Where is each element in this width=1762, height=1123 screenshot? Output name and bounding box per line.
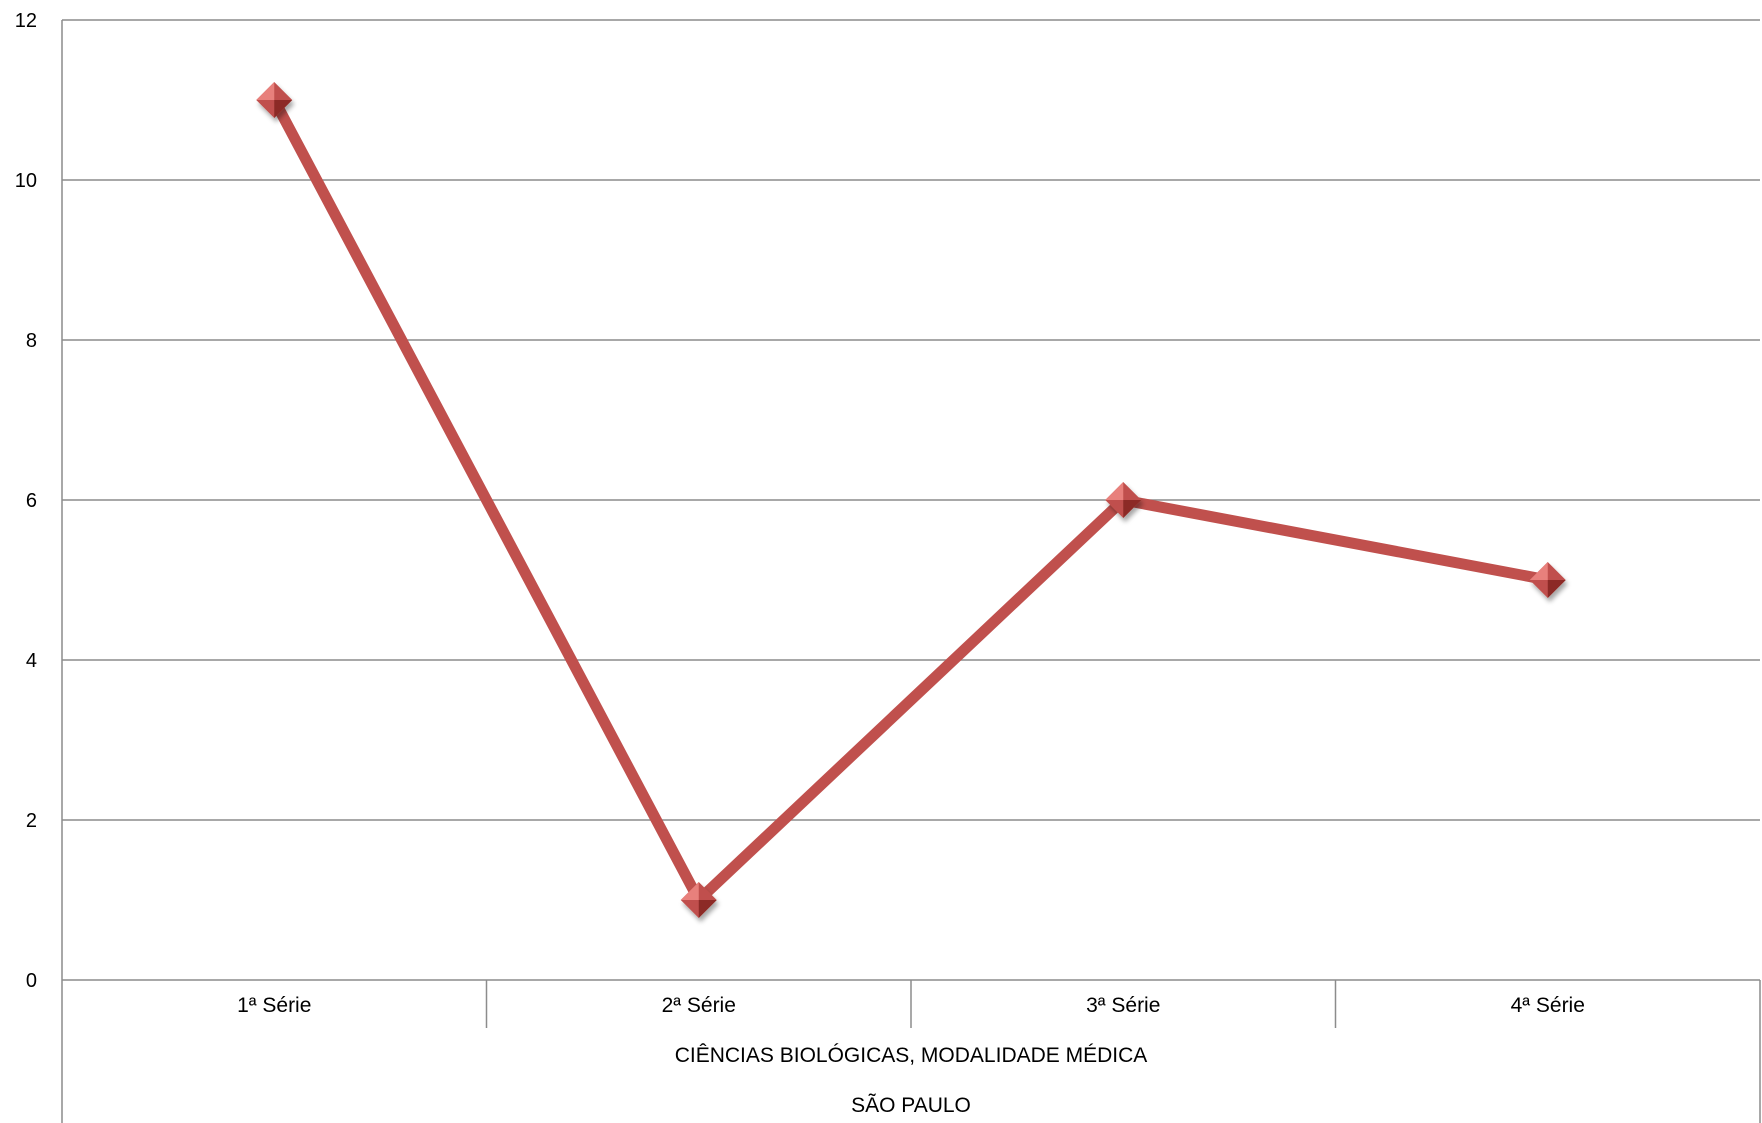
group-label-discipline: CIÊNCIAS BIOLÓGICAS, MODALIDADE MÉDICA xyxy=(675,1044,1148,1067)
marker-facet-dark xyxy=(1548,580,1566,598)
data-point-1-4 xyxy=(1530,562,1566,598)
x-category-label-1: 1ª Série xyxy=(237,994,311,1017)
x-category-label-4: 4ª Série xyxy=(1511,994,1585,1017)
y-tick-label-6: 6 xyxy=(26,490,37,512)
y-tick-label-12: 12 xyxy=(15,10,37,32)
y-tick-label-8: 8 xyxy=(26,330,37,352)
y-tick-label-2: 2 xyxy=(26,810,37,832)
y-axis-tick-labels: 0 2 4 6 8 10 12 xyxy=(15,10,37,992)
y-tick-label-10: 10 xyxy=(15,170,37,192)
x-axis-group-labels: CIÊNCIAS BIOLÓGICAS, MODALIDADE MÉDICA S… xyxy=(675,1044,1148,1117)
x-category-label-3: 3ª Série xyxy=(1086,994,1160,1017)
marker-facet-dark xyxy=(699,900,717,918)
x-category-label-2: 2ª Série xyxy=(662,994,736,1017)
marker-facet-light xyxy=(256,82,274,100)
y-tick-label-0: 0 xyxy=(26,970,37,992)
y-tick-label-4: 4 xyxy=(26,650,37,672)
marker-facet-light xyxy=(1105,482,1123,500)
group-label-city: SÃO PAULO xyxy=(851,1093,971,1117)
